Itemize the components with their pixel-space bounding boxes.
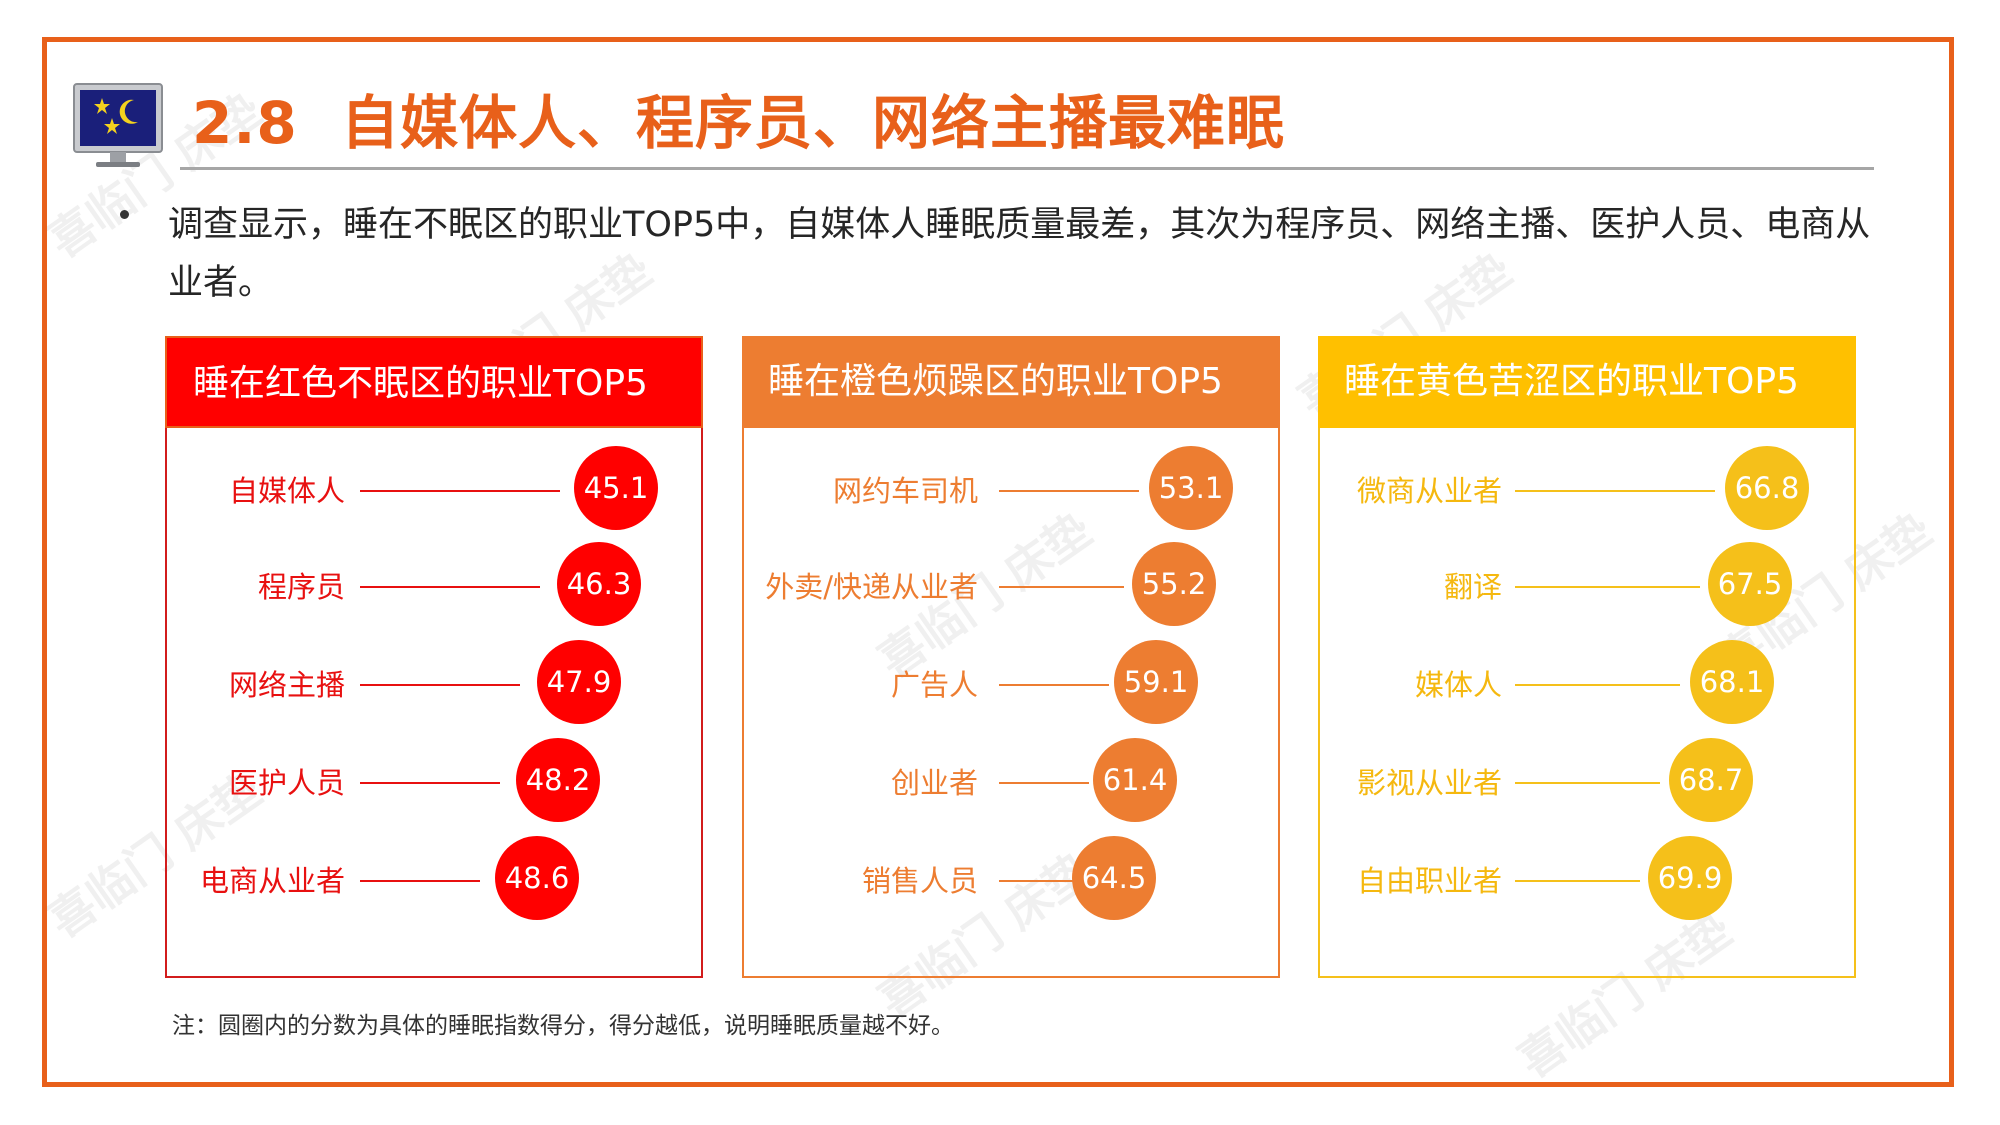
connector-line [999,880,1074,882]
score-bubble: 59.1 [1114,640,1198,724]
list-item: 网络主播 47.9 [167,640,701,730]
occupation-label: 医护人员 [228,766,345,800]
score-bubble: 68.1 [1690,640,1774,724]
connector-line [1515,586,1700,588]
score-bubble: 53.1 [1149,446,1233,530]
panel-body: 网约车司机 53.1 外卖/快递从业者 55.2 广告人 59.1 创业者 61… [742,428,1280,978]
list-item: 外卖/快递从业者 55.2 [744,542,1278,632]
occupation-label: 外卖/快递从业者 [765,570,978,604]
occupation-label: 媒体人 [1414,668,1502,702]
occupation-label: 销售人员 [861,864,978,898]
panel-body: 自媒体人 45.1 程序员 46.3 网络主播 47.9 医护人员 48.2 电… [165,428,703,978]
connector-line [999,586,1124,588]
score-bubble: 61.4 [1093,738,1177,822]
monitor-night-icon [72,80,164,172]
panel-title: 睡在黄色苦涩区的职业TOP5 [1318,336,1856,428]
list-item: 媒体人 68.1 [1320,640,1854,730]
occupation-label: 翻译 [1443,570,1502,604]
connector-line [1515,684,1680,686]
score-bubble: 69.9 [1648,836,1732,920]
score-bubble: 67.5 [1708,542,1792,626]
connector-line [999,490,1139,492]
bullet-icon [120,210,129,219]
occupation-label: 微商从业者 [1356,474,1502,508]
score-bubble: 48.2 [516,738,600,822]
score-bubble: 64.5 [1072,836,1156,920]
connector-line [360,586,540,588]
footnote: 注：圆圈内的分数为具体的睡眠指数得分，得分越低，说明睡眠质量越不好。 [172,1013,954,1039]
summary-text: 调查显示，睡在不眠区的职业TOP5中，自媒体人睡眠质量最差，其次为程序员、网络主… [168,205,1871,303]
list-item: 影视从业者 68.7 [1320,738,1854,828]
score-bubble: 45.1 [574,446,658,530]
occupation-label: 网约车司机 [832,474,978,508]
section-number: 2.8 [192,89,298,157]
connector-line [360,490,560,492]
connector-line [1515,782,1660,784]
panel-red: 睡在红色不眠区的职业TOP5 自媒体人 45.1 程序员 46.3 网络主播 4… [165,336,703,978]
score-bubble: 55.2 [1132,542,1216,626]
title-text: 自媒体人、程序员、网络主播最难眠 [340,89,1285,157]
panel-orange: 睡在橙色烦躁区的职业TOP5 网约车司机 53.1 外卖/快递从业者 55.2 … [742,336,1280,978]
list-item: 创业者 61.4 [744,738,1278,828]
panel-title: 睡在橙色烦躁区的职业TOP5 [742,336,1280,428]
connector-line [1515,490,1715,492]
connector-line [999,684,1109,686]
list-item: 程序员 46.3 [167,542,701,632]
connector-line [1515,880,1640,882]
panel-yellow: 睡在黄色苦涩区的职业TOP5 微商从业者 66.8 翻译 67.5 媒体人 68… [1318,336,1856,978]
list-item: 自由职业者 69.9 [1320,836,1854,926]
list-item: 网约车司机 53.1 [744,446,1278,536]
score-bubble: 66.8 [1725,446,1809,530]
list-item: 翻译 67.5 [1320,542,1854,632]
list-item: 广告人 59.1 [744,640,1278,730]
slide-frame [42,37,1954,1087]
title-divider [180,167,1874,170]
score-bubble: 68.7 [1669,738,1753,822]
occupation-label: 创业者 [890,766,978,800]
connector-line [360,782,500,784]
connector-line [360,880,480,882]
occupation-label: 影视从业者 [1356,766,1502,800]
list-item: 自媒体人 45.1 [167,446,701,536]
list-item: 电商从业者 48.6 [167,836,701,926]
occupation-label: 广告人 [890,668,978,702]
connector-line [360,684,520,686]
list-item: 销售人员 64.5 [744,836,1278,926]
occupation-label: 自媒体人 [228,474,345,508]
panel-body: 微商从业者 66.8 翻译 67.5 媒体人 68.1 影视从业者 68.7 自… [1318,428,1856,978]
panel-title: 睡在红色不眠区的职业TOP5 [165,336,703,428]
connector-line [999,782,1089,784]
occupation-label: 电商从业者 [199,864,345,898]
score-bubble: 46.3 [557,542,641,626]
occupation-label: 程序员 [257,570,345,604]
list-item: 医护人员 48.2 [167,738,701,828]
occupation-label: 网络主播 [228,668,345,702]
score-bubble: 47.9 [537,640,621,724]
score-bubble: 48.6 [495,836,579,920]
list-item: 微商从业者 66.8 [1320,446,1854,536]
occupation-label: 自由职业者 [1356,864,1502,898]
page-title: 2.8 自媒体人、程序员、网络主播最难眠 [192,82,1285,164]
